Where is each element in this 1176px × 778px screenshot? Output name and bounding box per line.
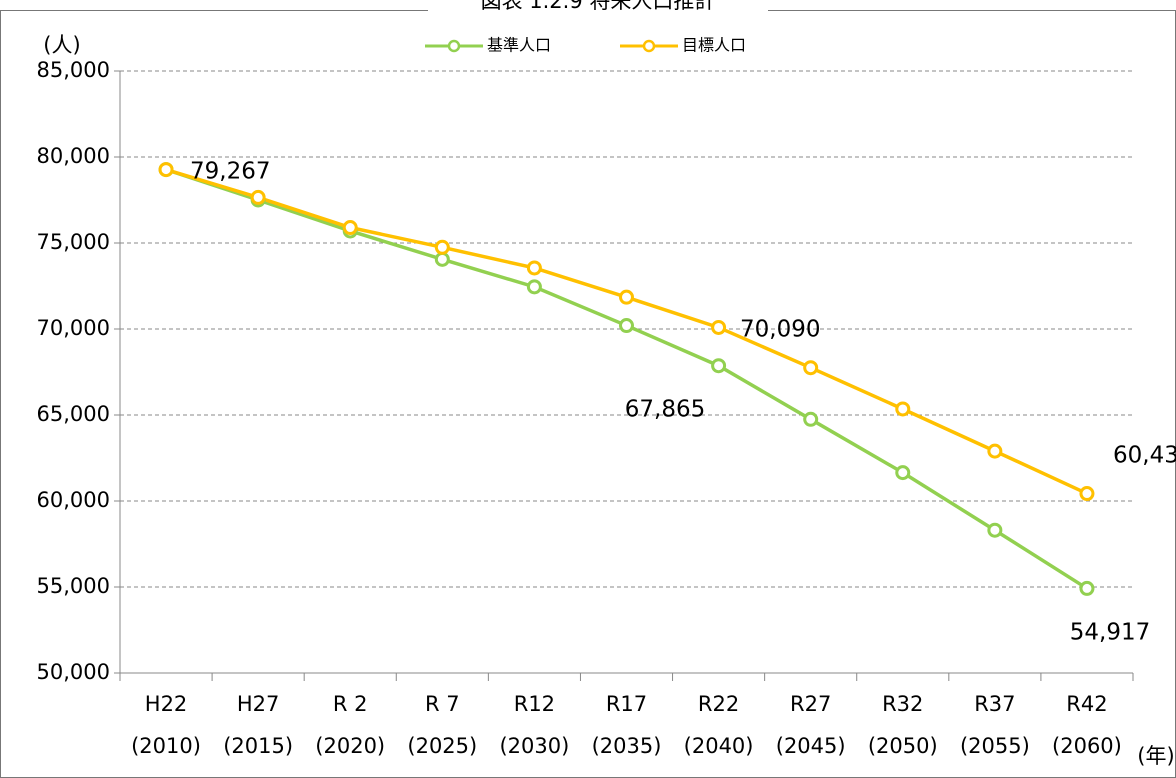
x-tick-sublabel: (2010)	[131, 734, 201, 758]
x-tick-sublabel: (2030)	[499, 734, 569, 758]
point-marker	[711, 358, 727, 374]
legend-label: 目標人口	[682, 36, 746, 55]
x-tick-sublabel: (2020)	[315, 734, 385, 758]
x-tick-label: R 7	[425, 692, 460, 716]
y-axis-label: (人)	[43, 33, 80, 57]
x-tick-label: R12	[514, 692, 555, 716]
data-label: 70,090	[740, 317, 820, 343]
point-marker	[342, 220, 358, 236]
x-axis-label: (年)	[1137, 744, 1174, 768]
x-tick-label: R 2	[333, 692, 368, 716]
series-line	[165, 167, 1088, 590]
point-marker	[803, 411, 819, 427]
y-tick-label: 50,000	[37, 660, 110, 684]
y-tick-label: 55,000	[37, 574, 110, 598]
point-marker	[526, 279, 542, 295]
y-tick-label: 85,000	[37, 58, 110, 82]
x-tick-label: R27	[790, 692, 831, 716]
point-marker	[158, 162, 174, 178]
x-tick-label: R37	[974, 692, 1015, 716]
chart-frame	[0, 10, 1176, 778]
x-tick-label: R32	[882, 692, 923, 716]
y-tick-label: 70,000	[37, 316, 110, 340]
legend-marker	[642, 39, 656, 53]
x-tick-sublabel: (2050)	[868, 734, 938, 758]
point-marker	[987, 522, 1003, 538]
x-tick-label: R17	[606, 692, 647, 716]
y-tick-label: 75,000	[37, 230, 110, 254]
x-tick-label: R42	[1066, 692, 1107, 716]
point-marker	[434, 239, 450, 255]
x-tick-sublabel: (2015)	[223, 734, 293, 758]
x-tick-sublabel: (2025)	[407, 734, 477, 758]
point-marker	[434, 251, 450, 267]
point-marker	[895, 401, 911, 417]
y-tick-label: 65,000	[37, 402, 110, 426]
x-tick-sublabel: (2060)	[1052, 734, 1122, 758]
point-marker	[987, 443, 1003, 459]
x-tick-sublabel: (2040)	[684, 734, 754, 758]
point-marker	[250, 189, 266, 205]
title-background	[428, 0, 768, 20]
point-marker	[1079, 580, 1095, 596]
data-label: 67,865	[625, 397, 705, 423]
y-tick-label: 60,000	[37, 488, 110, 512]
data-label: 79,267	[190, 159, 270, 185]
point-marker	[619, 318, 634, 334]
x-tick-sublabel: (2045)	[776, 734, 846, 758]
point-marker	[526, 260, 542, 276]
point-marker	[1079, 486, 1095, 502]
data-label: 60,434	[1113, 443, 1176, 469]
x-tick-sublabel: (2055)	[960, 734, 1030, 758]
point-marker	[619, 289, 634, 305]
data-label: 54,917	[1070, 620, 1150, 646]
x-tick-label: H22	[145, 692, 188, 716]
x-tick-label: R22	[698, 692, 739, 716]
chart-title: 図表 1.2.9 将来人口推計	[481, 0, 716, 13]
point-marker	[803, 360, 819, 376]
legend-marker	[447, 39, 461, 53]
x-tick-sublabel: (2035)	[592, 734, 662, 758]
point-marker	[895, 465, 911, 481]
x-tick-label: H27	[237, 692, 280, 716]
y-tick-label: 80,000	[37, 144, 110, 168]
legend-label: 基準人口	[487, 36, 551, 55]
point-marker	[711, 319, 727, 335]
